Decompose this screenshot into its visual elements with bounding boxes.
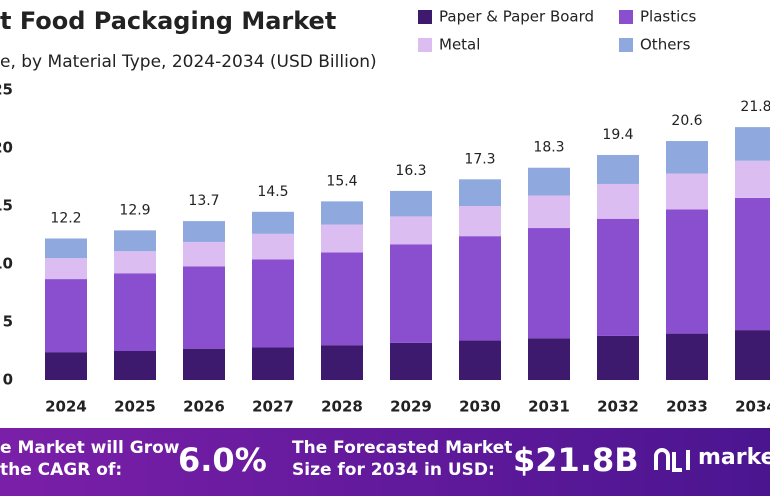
bar-segment (597, 154, 639, 184)
bar-segment (114, 351, 156, 380)
bar-segment (528, 195, 570, 229)
bar-segment (597, 335, 639, 380)
total-label: 17.3 (464, 151, 495, 167)
x-tick-label: 2031 (528, 398, 570, 416)
x-tick-label: 2027 (252, 398, 294, 416)
logo: market (698, 445, 770, 470)
bar-segment (390, 190, 432, 217)
total-label: 13.7 (188, 193, 219, 209)
bar-segment (528, 228, 570, 339)
bar-segment (252, 347, 294, 380)
banner-text: Size for 2034 in USD: (292, 460, 495, 480)
bar-segment (183, 266, 225, 349)
total-label: 14.5 (257, 184, 288, 200)
legend-label: Plastics (640, 8, 697, 26)
y-tick-label: 10 (0, 255, 13, 273)
legend-label: Metal (439, 36, 480, 54)
bar-segment (735, 197, 770, 331)
banner-value: $21.8B (513, 441, 639, 479)
bar-segment (45, 238, 87, 259)
bar-segment (45, 279, 87, 353)
bar-segment (321, 252, 363, 346)
x-tick-label: 2025 (114, 398, 156, 416)
legend-swatch (418, 38, 432, 52)
legend-label: Others (640, 36, 691, 54)
x-tick-label: 2032 (597, 398, 639, 416)
bar-segment (666, 173, 708, 210)
bar-segment (735, 127, 770, 161)
total-label: 20.6 (671, 113, 702, 129)
x-tick-label: 2029 (390, 398, 432, 416)
bar-segment (114, 230, 156, 252)
total-label: 12.9 (119, 202, 150, 218)
bar-segment (390, 244, 432, 343)
bar-segment (459, 206, 501, 237)
bar-segment (252, 259, 294, 348)
total-label: 16.3 (395, 163, 426, 179)
bar-segment (114, 273, 156, 351)
y-tick-label: 5 (3, 313, 13, 331)
bar-segment (183, 221, 225, 242)
legend-swatch (619, 38, 633, 52)
bar-segment (390, 216, 432, 245)
bar-segment (666, 333, 708, 380)
x-tick-label: 2034 (735, 398, 770, 416)
bar-segment (735, 160, 770, 198)
total-label: 12.2 (50, 210, 81, 226)
banner-value: 6.0% (178, 441, 267, 479)
chart-title: t Food Packaging Market (0, 7, 336, 35)
total-label: 15.4 (326, 173, 357, 189)
bar-segment (459, 236, 501, 341)
bar-segment (459, 340, 501, 380)
banner-text: the CAGR of: (0, 460, 122, 480)
bar-segment (597, 183, 639, 219)
bar-segment (666, 141, 708, 174)
bar-segment (459, 179, 501, 206)
bar-segment (528, 338, 570, 380)
banner-text: e Market will Grow (0, 438, 180, 458)
total-label: 21.8 (740, 99, 770, 115)
bar-segment (252, 233, 294, 260)
bar-segment (45, 352, 87, 380)
bar-segment (597, 218, 639, 336)
legend-swatch (619, 10, 633, 24)
x-tick-label: 2026 (183, 398, 225, 416)
y-tick-label: 15 (0, 197, 13, 215)
bar-segment (321, 201, 363, 225)
total-label: 18.3 (533, 140, 564, 156)
bar-segment (183, 348, 225, 380)
bar-segment (735, 330, 770, 380)
bar-segment (45, 258, 87, 280)
y-tick-label: 25 (0, 81, 13, 99)
chart-subtitle: e, by Material Type, 2024-2034 (USD Bill… (0, 52, 377, 72)
banner (0, 428, 770, 496)
bar-segment (321, 224, 363, 253)
bar-segment (390, 342, 432, 380)
logo-icon (654, 448, 690, 472)
y-tick-label: 0 (3, 371, 13, 389)
bar-segment (321, 345, 363, 380)
banner-text: The Forecasted Market (292, 438, 512, 458)
bar-segment (252, 211, 294, 234)
total-label: 19.4 (602, 127, 633, 143)
bar-segment (528, 167, 570, 196)
legend-swatch (418, 10, 432, 24)
y-tick-label: 20 (0, 139, 13, 157)
x-tick-label: 2024 (45, 398, 87, 416)
x-tick-label: 2030 (459, 398, 501, 416)
legend-label: Paper & Paper Board (439, 8, 594, 26)
bar-segment (183, 241, 225, 267)
x-tick-label: 2033 (666, 398, 708, 416)
bar-segment (114, 251, 156, 274)
bar-segment (666, 209, 708, 334)
x-tick-label: 2028 (321, 398, 363, 416)
